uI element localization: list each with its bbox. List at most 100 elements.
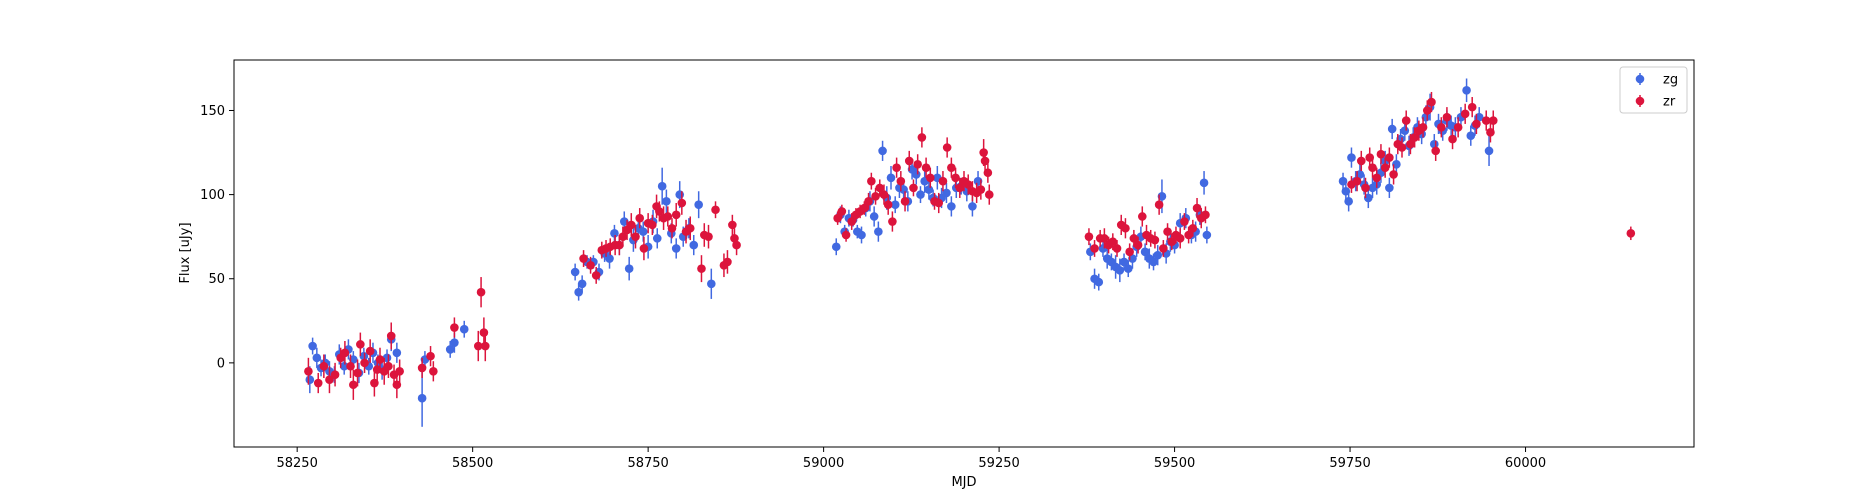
data-point [668,224,677,233]
data-point [905,157,914,166]
data-point [384,362,393,371]
y-tick-label: 0 [217,356,225,371]
data-point [1401,126,1410,135]
data-point [395,367,404,376]
data-point [922,163,931,172]
data-point [1381,163,1390,172]
data-point [481,342,490,351]
data-point [1090,244,1099,253]
data-point [460,325,469,334]
data-point [1402,116,1411,125]
data-point [704,232,713,241]
data-point [874,227,883,236]
data-point [480,328,489,337]
data-point [947,202,956,211]
data-point [1377,150,1386,159]
x-tick-label: 59000 [803,456,844,471]
data-point [1431,147,1440,156]
legend-marker-zg [1636,75,1645,84]
data-point [1454,123,1463,132]
data-point [1347,153,1356,162]
data-point [1200,179,1209,188]
data-point [878,147,887,156]
data-point [1419,123,1428,132]
data-point [1203,231,1212,240]
data-point [1193,204,1202,213]
data-point [1427,98,1436,107]
data-point [918,133,927,142]
data-point [640,244,649,253]
data-point [450,323,459,332]
data-point [842,231,851,240]
data-point [1134,241,1143,250]
data-point [838,207,847,216]
legend: zgzr [1620,67,1687,113]
data-point [1398,143,1407,152]
data-point [934,199,943,208]
data-point [356,340,365,349]
data-point [571,268,580,277]
data-point [578,279,587,288]
data-point [1353,177,1362,186]
data-point [870,212,879,221]
data-point [477,288,486,297]
data-point [1189,224,1198,233]
x-tick-label: 59750 [1329,456,1370,471]
data-point [1627,229,1636,238]
data-point [592,271,601,280]
data-point [1344,197,1353,206]
data-point [686,224,695,233]
data-point [1485,147,1494,156]
y-tick-label: 150 [200,104,225,119]
data-point [353,369,362,378]
data-point [1094,278,1103,287]
data-point [304,367,313,376]
x-axis-label: MJD [951,475,976,490]
data-point [1116,266,1125,275]
data-point [897,177,906,186]
data-point [631,232,640,241]
data-point [871,192,880,201]
x-tick-label: 59250 [978,456,1019,471]
data-point [308,342,317,351]
data-point [732,241,741,250]
data-point [675,190,684,199]
data-point [697,264,706,273]
data-point [711,205,720,214]
data-point [320,362,329,371]
data-point [418,364,427,373]
data-point [694,200,703,209]
data-point [1385,153,1394,162]
data-point [418,394,427,403]
data-point [880,190,889,199]
data-point [1163,227,1172,236]
data-point [663,212,672,221]
data-point [1113,244,1122,253]
data-point [1372,173,1381,182]
data-point [331,370,340,379]
data-point [947,163,956,172]
data-point [1389,170,1398,179]
data-point [1201,211,1210,220]
data-point [1461,110,1470,119]
data-point [313,354,322,363]
data-point [689,241,698,250]
x-tick-label: 58250 [276,456,317,471]
data-point [1180,217,1189,226]
data-point [913,160,922,169]
data-point [1124,264,1133,273]
data-point [728,221,737,230]
data-point [1125,248,1134,257]
data-point [341,348,350,357]
data-point [1388,125,1397,134]
x-tick-label: 60000 [1505,456,1546,471]
data-point [1155,200,1164,209]
data-point [1466,131,1475,140]
data-point [939,177,948,186]
data-point [1159,244,1168,253]
data-point [648,221,657,230]
data-point [586,261,595,270]
data-point [635,214,644,223]
data-point [653,234,662,243]
